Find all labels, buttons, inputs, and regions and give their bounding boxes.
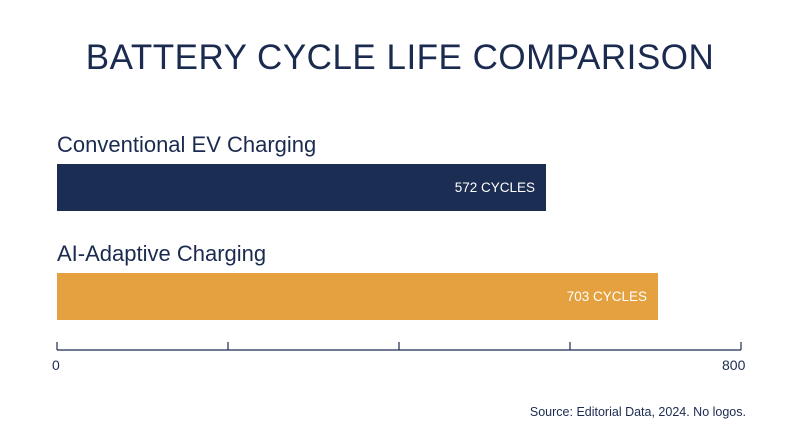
bar-value-conventional: 572 CYCLES <box>454 180 536 195</box>
bar-ai-adaptive <box>57 273 659 320</box>
bar-label-ai-adaptive: AI-Adaptive Charging <box>57 241 267 266</box>
tick-label-max: 800 <box>722 357 746 373</box>
source-note: Source: Editorial Data, 2024. No logos. <box>529 405 746 419</box>
bar-value-ai-adaptive: 703 CYCLES <box>566 289 648 304</box>
tick-label-min: 0 <box>52 357 60 373</box>
x-axis-ticks <box>56 342 742 350</box>
bar-conventional <box>57 164 547 211</box>
chart-title: BATTERY CYCLE LIFE COMPARISON <box>85 38 715 77</box>
bar-label-conventional: Conventional EV Charging <box>57 132 317 157</box>
